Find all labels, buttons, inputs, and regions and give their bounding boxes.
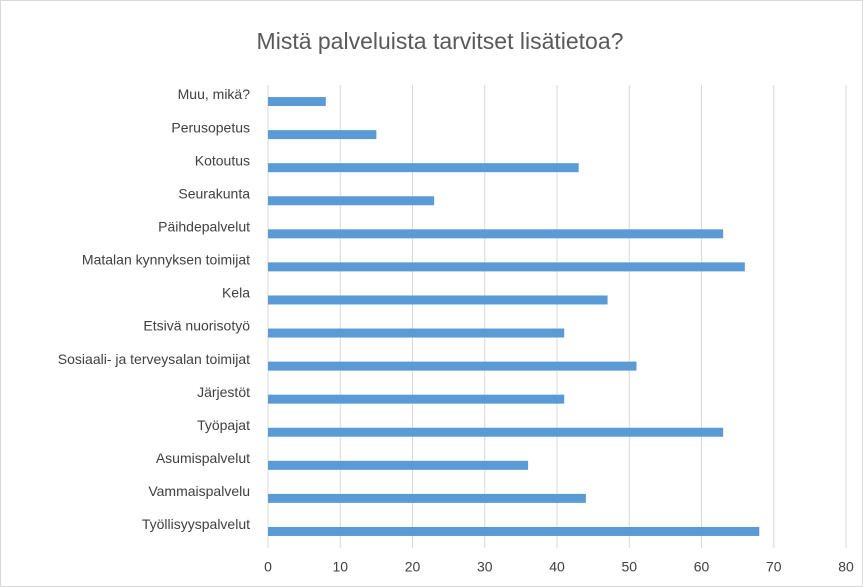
y-tick-label: Seurakunta — [178, 185, 250, 201]
y-tick-label: Vammaispalvelu — [148, 483, 250, 499]
bar — [268, 361, 637, 371]
x-tick-label: 80 — [838, 559, 854, 575]
y-tick-label: Perusopetus — [171, 119, 250, 135]
x-tick-label: 20 — [405, 559, 421, 575]
bar — [268, 526, 760, 536]
x-tick-label: 70 — [766, 559, 782, 575]
bar — [268, 295, 608, 305]
bar — [268, 394, 565, 404]
y-tick-label: Järjestöt — [197, 384, 250, 400]
y-tick-label: Etsivä nuorisotyö — [143, 318, 250, 334]
y-tick-label: Muu, mikä? — [178, 86, 251, 102]
y-tick-label: Kela — [222, 285, 250, 301]
bar — [268, 130, 377, 140]
x-tick-label: 40 — [549, 559, 565, 575]
x-tick-label: 0 — [264, 559, 272, 575]
y-tick-label: Asumispalvelut — [156, 450, 250, 466]
x-tick-label: 30 — [477, 559, 493, 575]
y-tick-label: Matalan kynnyksen toimijat — [82, 252, 250, 268]
y-tick-label: Työpajat — [197, 417, 250, 433]
y-tick-label: Työllisyyspalvelut — [142, 516, 250, 532]
bar — [268, 427, 724, 437]
bar — [268, 163, 579, 173]
bar — [268, 97, 326, 107]
x-tick-label: 10 — [332, 559, 348, 575]
chart-title: Mistä palveluista tarvitset lisätietoa? — [257, 28, 624, 54]
y-tick-label: Sosiaali- ja terveysalan toimijat — [58, 351, 250, 367]
bar — [268, 493, 586, 503]
x-tick-label: 60 — [694, 559, 710, 575]
bar — [268, 262, 745, 272]
bar — [268, 196, 435, 206]
bar — [268, 328, 565, 338]
y-tick-label: Kotoutus — [195, 152, 250, 168]
y-tick-label: Päihdepalvelut — [158, 219, 250, 235]
bar — [268, 460, 529, 470]
x-tick-label: 50 — [621, 559, 637, 575]
bar — [268, 229, 724, 239]
